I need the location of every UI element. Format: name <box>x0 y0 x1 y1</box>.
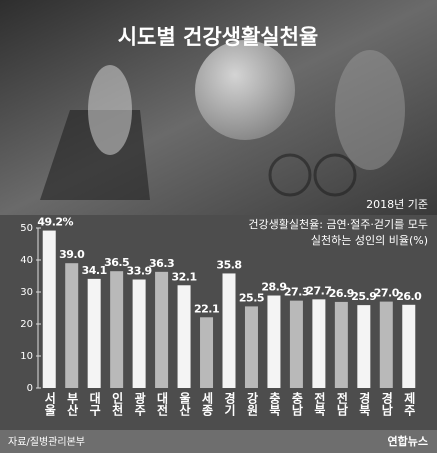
x-tick-label: 경남 <box>380 392 394 417</box>
value-label: 22.1 <box>194 302 219 315</box>
x-tick-label: 강원 <box>245 392 259 417</box>
value-label: 26.0 <box>396 290 422 303</box>
note: 실천하는 성인의 비율(%) <box>311 233 428 247</box>
x-tick-label: 세종 <box>200 391 214 417</box>
y-tick-label: 50 <box>20 223 33 234</box>
bar <box>177 285 191 388</box>
photo-runner <box>88 65 132 155</box>
note: 건강생활실천율: 금연·절주·걷기를 모두 <box>248 217 428 231</box>
x-tick-label: 충북 <box>267 391 281 417</box>
bar <box>42 230 56 388</box>
value-label: 32.1 <box>171 270 196 283</box>
value-label: 36.5 <box>104 256 129 269</box>
bar <box>110 271 124 388</box>
value-label: 36.3 <box>149 257 174 270</box>
x-tick-label: 광주 <box>133 391 147 417</box>
bar <box>244 306 258 388</box>
y-tick-label: 0 <box>27 383 33 394</box>
y-tick-label: 30 <box>20 287 33 298</box>
photo-bike <box>313 153 357 197</box>
bar <box>289 300 303 388</box>
subtitle: 2018년 기준 <box>366 198 428 211</box>
value-label: 27.0 <box>374 287 400 300</box>
footer <box>0 430 437 453</box>
value-label: 39.0 <box>59 248 85 261</box>
photo-bike <box>268 153 312 197</box>
x-tick-label: 전북 <box>312 391 326 417</box>
value-label: 27.3 <box>284 286 309 299</box>
bar <box>200 317 214 388</box>
x-tick-label: 충남 <box>290 391 304 417</box>
bar <box>402 304 416 388</box>
x-tick-label: 경북 <box>357 392 371 417</box>
bar <box>155 271 169 388</box>
value-label: 25.5 <box>239 291 264 304</box>
chart-title: 시도별 건강생활실천율 <box>118 25 319 49</box>
x-tick-label: 전남 <box>335 391 349 417</box>
x-tick-label: 부산 <box>65 392 79 417</box>
y-tick-label: 40 <box>20 255 33 266</box>
photo-ball <box>195 40 295 140</box>
bar <box>65 263 79 388</box>
bar <box>312 299 326 388</box>
x-tick-label: 대전 <box>155 392 169 417</box>
value-label: 28.9 <box>261 281 286 294</box>
bar <box>87 278 101 388</box>
x-tick-label: 경기 <box>223 392 237 417</box>
value-label: 26.9 <box>329 287 354 300</box>
bar <box>334 301 348 388</box>
x-tick-label: 인천 <box>110 391 124 417</box>
value-label: 25.9 <box>351 290 376 303</box>
credit: 연합뉴스 <box>388 434 428 448</box>
photo-lifter <box>335 50 405 170</box>
x-tick-label: 서울 <box>43 391 57 417</box>
y-tick-label: 20 <box>20 319 33 330</box>
value-label: 34.1 <box>82 264 107 277</box>
value-label: 35.8 <box>216 258 241 271</box>
bar <box>222 273 236 388</box>
value-label: 49.2% <box>37 216 73 229</box>
x-tick-label: 대구 <box>88 392 102 417</box>
x-tick-label: 제주 <box>402 392 416 417</box>
bar <box>267 295 281 388</box>
x-tick-label: 울산 <box>178 392 192 417</box>
bar <box>132 279 146 388</box>
bar <box>379 301 393 388</box>
bar <box>357 305 371 388</box>
value-label: 33.9 <box>127 265 152 278</box>
y-tick-label: 10 <box>20 351 33 362</box>
value-label: 27.7 <box>306 284 331 297</box>
source: 자료/질병관리본부 <box>8 436 85 448</box>
